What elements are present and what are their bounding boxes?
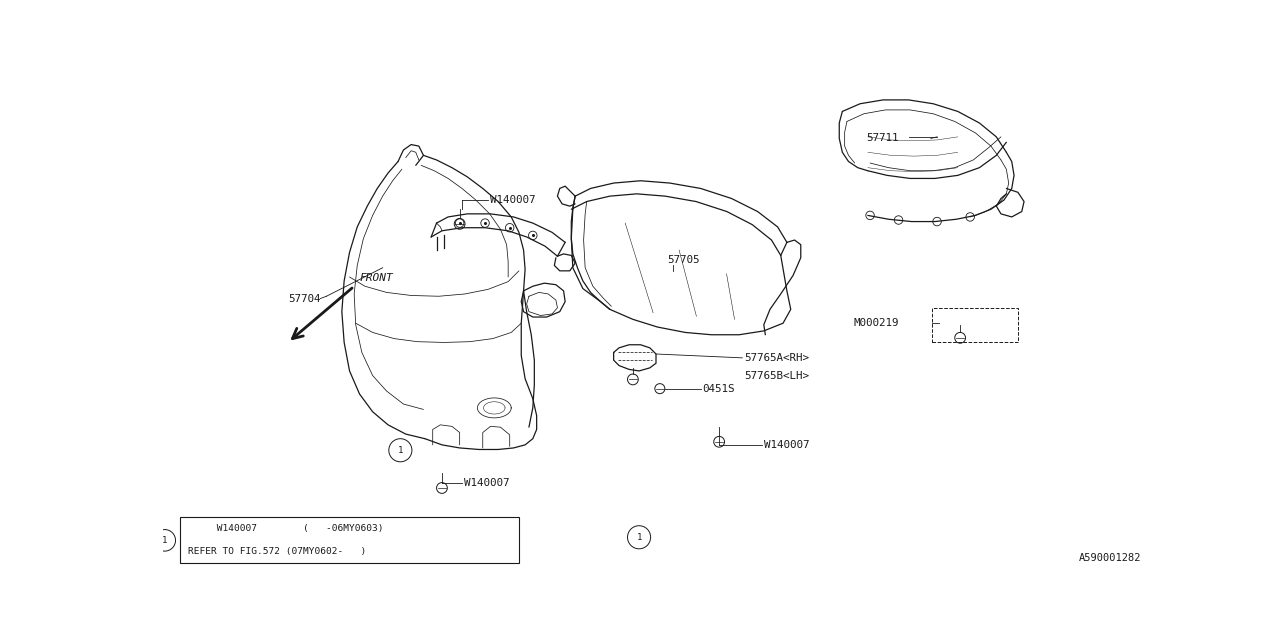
Text: 1: 1	[163, 536, 168, 545]
Text: W140007: W140007	[463, 478, 509, 488]
Text: 57765B<LH>: 57765B<LH>	[745, 371, 809, 381]
Bar	[180, 517, 518, 563]
Text: 57704: 57704	[288, 294, 320, 303]
Bar	[932, 308, 1018, 342]
Text: W140007        (   -06MY0603): W140007 ( -06MY0603)	[188, 524, 383, 533]
Text: 1: 1	[636, 532, 641, 541]
Text: W140007: W140007	[764, 440, 809, 450]
Text: W140007: W140007	[490, 195, 536, 205]
Text: 57705: 57705	[668, 255, 700, 266]
Text: 0451S: 0451S	[703, 383, 735, 394]
Text: M000219: M000219	[852, 318, 899, 328]
Text: 1: 1	[398, 445, 403, 455]
Text: 57765A<RH>: 57765A<RH>	[745, 353, 809, 363]
Text: FRONT: FRONT	[360, 273, 393, 283]
Text: REFER TO FIG.572 (07MY0602-   ): REFER TO FIG.572 (07MY0602- )	[188, 547, 366, 556]
Text: 57711: 57711	[867, 133, 899, 143]
Text: A590001282: A590001282	[1079, 554, 1140, 563]
